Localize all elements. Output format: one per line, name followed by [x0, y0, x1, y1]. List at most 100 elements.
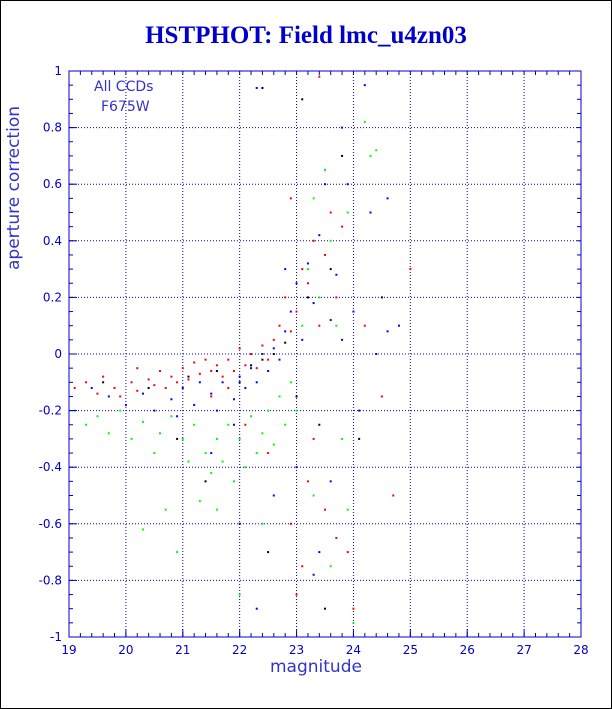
data-point — [124, 403, 127, 406]
data-point — [238, 347, 241, 350]
y-tick-label: -0.8 — [39, 573, 62, 587]
data-point — [318, 551, 321, 554]
data-point — [102, 375, 105, 378]
data-point — [210, 369, 213, 372]
data-point — [153, 452, 156, 455]
data-point — [176, 381, 179, 384]
data-point — [130, 381, 133, 384]
data-point — [255, 381, 258, 384]
data-point — [119, 395, 122, 398]
data-point — [250, 364, 253, 367]
x-tick-label: 21 — [175, 643, 190, 657]
data-point — [255, 607, 258, 610]
data-point — [278, 358, 281, 361]
data-point — [324, 508, 326, 511]
data-point — [369, 211, 372, 214]
data-point — [198, 500, 201, 503]
x-tick-label: 22 — [232, 643, 247, 657]
data-point — [221, 460, 224, 463]
data-point — [318, 75, 321, 78]
data-point — [306, 282, 309, 285]
annotation-filter: F675W — [101, 99, 150, 115]
data-point — [312, 494, 315, 497]
data-point — [380, 395, 383, 398]
data-point — [289, 522, 292, 525]
data-point — [324, 607, 326, 610]
data-point — [164, 508, 167, 511]
y-tick-label: 1 — [54, 64, 62, 78]
data-point — [176, 437, 179, 440]
data-point — [204, 452, 207, 455]
data-point — [352, 621, 355, 624]
data-point — [267, 409, 270, 412]
data-point — [107, 395, 110, 398]
data-point — [358, 409, 361, 412]
data-point — [215, 508, 218, 511]
data-point — [198, 381, 201, 384]
data-point — [272, 347, 275, 350]
data-point — [187, 460, 190, 463]
data-point — [261, 353, 264, 355]
data-point — [363, 120, 366, 123]
data-point — [301, 98, 304, 101]
data-point — [232, 369, 235, 372]
data-point — [346, 211, 349, 214]
data-point — [289, 330, 292, 333]
data-point — [176, 551, 179, 554]
data-point — [85, 381, 88, 384]
data-point — [170, 415, 173, 418]
data-point — [272, 353, 275, 355]
data-point — [352, 310, 355, 313]
data-point — [181, 386, 184, 389]
y-tick-label: 0 — [54, 347, 62, 361]
data-point — [102, 381, 105, 384]
data-point — [136, 389, 139, 392]
y-tick-label: 0.6 — [43, 177, 62, 191]
data-point — [221, 375, 224, 378]
data-point — [159, 369, 162, 372]
data-point — [386, 197, 389, 200]
data-point — [289, 197, 292, 200]
y-tick-label: -0.2 — [39, 404, 62, 418]
data-point — [147, 378, 150, 381]
data-point — [267, 358, 270, 361]
data-point — [267, 551, 270, 554]
data-point — [306, 480, 309, 483]
data-point — [250, 353, 253, 355]
data-point — [312, 302, 315, 305]
data-point — [284, 423, 287, 426]
y-tick-label: -1 — [50, 630, 62, 644]
data-point — [301, 324, 304, 327]
data-point — [278, 395, 281, 398]
data-point — [312, 573, 315, 576]
data-point — [215, 364, 218, 367]
data-point — [324, 253, 326, 256]
data-point — [210, 392, 213, 395]
data-point — [312, 197, 315, 200]
data-point — [329, 211, 332, 214]
data-point — [329, 565, 332, 568]
data-point — [261, 86, 264, 89]
data-point — [221, 381, 224, 384]
data-point — [335, 273, 338, 276]
data-point — [329, 319, 332, 322]
data-point — [204, 480, 207, 483]
data-point — [193, 361, 196, 364]
data-point — [227, 386, 230, 389]
data-point — [187, 375, 190, 378]
data-point — [329, 480, 332, 483]
y-tick-label: 0.8 — [43, 121, 62, 135]
data-point — [295, 409, 298, 412]
data-point — [244, 364, 247, 367]
data-point — [301, 268, 304, 271]
data-point — [346, 551, 349, 554]
y-tick-label: -0.4 — [39, 460, 62, 474]
data-point — [335, 536, 338, 539]
data-point — [187, 378, 190, 381]
data-point — [352, 607, 355, 610]
data-point — [159, 432, 162, 435]
data-point — [238, 375, 241, 378]
data-point — [147, 386, 150, 389]
data-point — [341, 338, 344, 341]
x-tick-label: 26 — [460, 643, 475, 657]
